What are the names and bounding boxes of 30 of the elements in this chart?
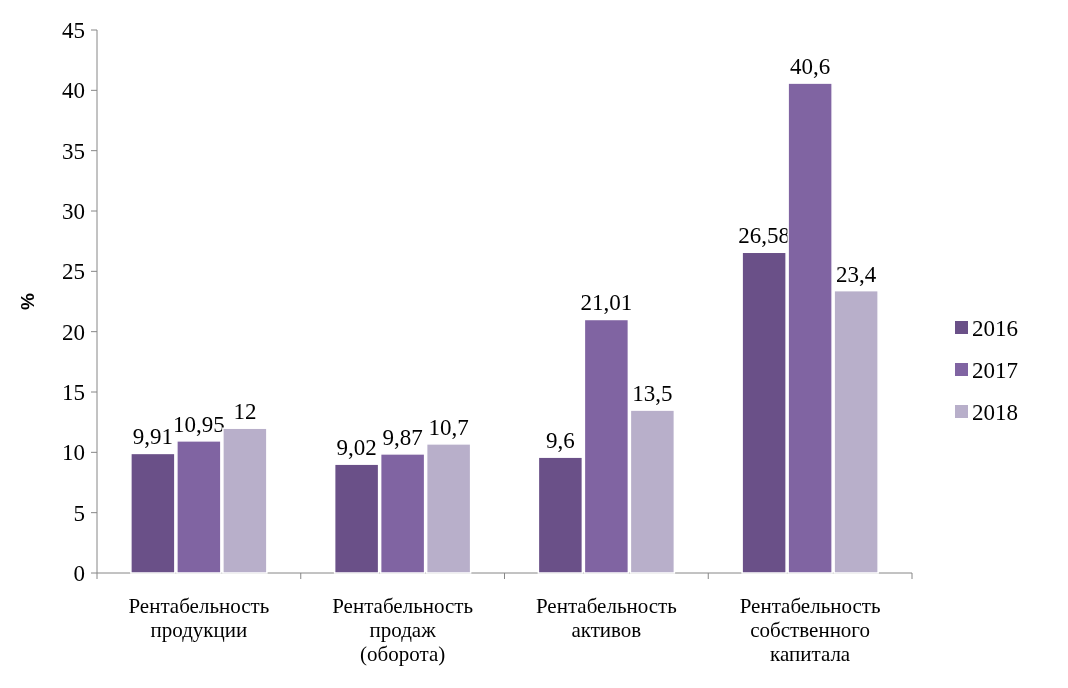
data-label: 21,01 xyxy=(580,290,633,316)
y-tick-label: 30 xyxy=(62,199,85,225)
x-tick-label: Рентабельность продукции xyxy=(128,594,270,642)
y-tick-label: 35 xyxy=(62,138,85,164)
legend-label: 2016 xyxy=(972,316,1018,342)
legend-label: 2018 xyxy=(972,400,1018,426)
y-tick-label: 40 xyxy=(62,78,85,104)
y-axis-title: % xyxy=(17,292,38,310)
y-tick-label: 20 xyxy=(62,319,85,345)
y-tick-label: 45 xyxy=(62,18,85,44)
data-label: 9,91 xyxy=(132,424,173,450)
y-tick-label: 10 xyxy=(62,440,85,466)
y-tick-label: 5 xyxy=(73,500,85,526)
data-label: 26,58 xyxy=(738,223,790,249)
data-label: 13,5 xyxy=(632,381,673,407)
data-label: 9,6 xyxy=(546,428,575,454)
legend-label: 2017 xyxy=(972,358,1018,384)
y-tick-label: 15 xyxy=(62,380,85,406)
data-label: 23,4 xyxy=(836,261,877,287)
data-label: 10,7 xyxy=(428,414,469,440)
data-label: 40,6 xyxy=(790,54,831,80)
data-label: 9,02 xyxy=(336,435,377,461)
data-label: 9,87 xyxy=(382,424,423,450)
data-label: 12 xyxy=(233,399,257,425)
y-tick-label: 25 xyxy=(62,259,85,285)
y-tick-label: 0 xyxy=(73,561,85,587)
x-tick-label: Рентабельность активов xyxy=(535,594,677,642)
x-tick-label: Рентабельность собственного капитала xyxy=(739,594,881,666)
data-label: 10,95 xyxy=(173,411,225,437)
x-tick-label: Рентабельность продаж (оборота) xyxy=(332,594,474,666)
